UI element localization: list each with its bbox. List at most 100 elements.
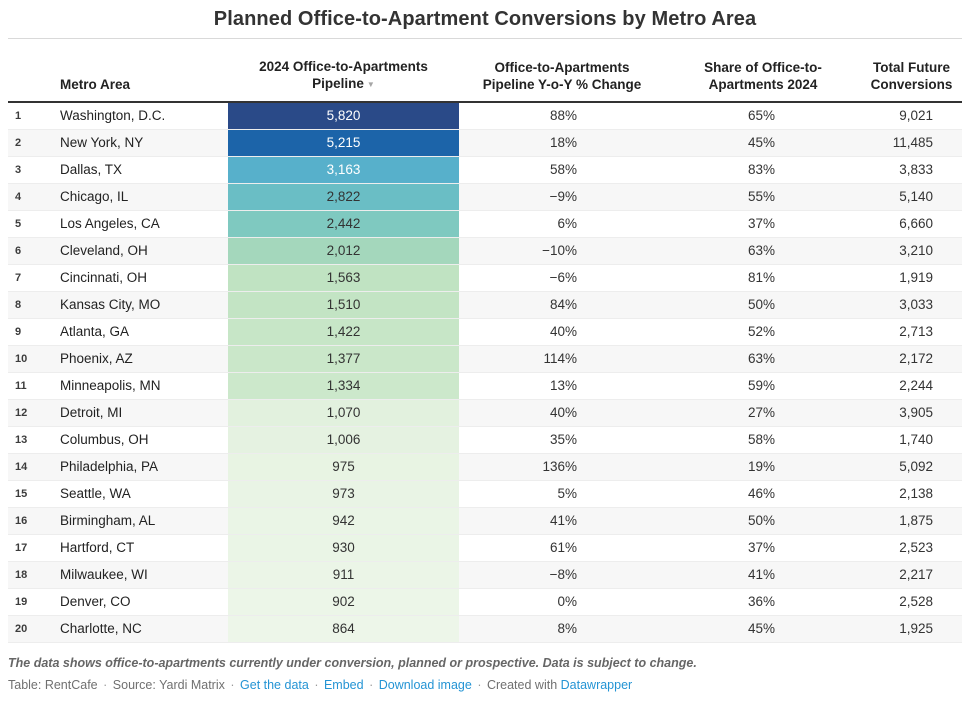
metro-area-cell: Philadelphia, PA <box>55 453 228 481</box>
share-cell: 58% <box>665 426 861 454</box>
rank-cell: 20 <box>8 615 55 643</box>
table-row: 17 Hartford, CT 930 61% 37% 2,523 <box>8 534 962 562</box>
pipeline-value-cell: 1,006 <box>228 426 459 454</box>
table-row: 20 Charlotte, NC 864 8% 45% 1,925 <box>8 615 962 643</box>
total-conversions-cell: 5,092 <box>861 453 962 481</box>
rank-cell: 19 <box>8 588 55 616</box>
metro-area-cell: Chicago, IL <box>55 183 228 211</box>
yoy-change-cell: 61% <box>459 534 665 562</box>
table-row: 14 Philadelphia, PA 975 136% 19% 5,092 <box>8 453 962 481</box>
chart-title: Planned Office-to-Apartment Conversions … <box>213 8 757 30</box>
header-share-2024[interactable]: Share of Office-to- Apartments 2024 <box>665 38 861 103</box>
yoy-change-cell: −8% <box>459 561 665 589</box>
pipeline-value-cell: 902 <box>228 588 459 616</box>
metro-area-cell: Denver, CO <box>55 588 228 616</box>
separator-dot: · <box>230 677 235 692</box>
separator-dot: · <box>477 677 482 692</box>
header-pipeline-2024[interactable]: 2024 Office-to-Apartments Pipeline ▼ <box>228 38 459 103</box>
datawrapper-link[interactable]: Datawrapper <box>560 677 633 692</box>
table-row: 16 Birmingham, AL 942 41% 50% 1,875 <box>8 507 962 535</box>
pipeline-value-cell: 1,334 <box>228 372 459 400</box>
separator-dot: · <box>103 677 108 692</box>
header-metro-area[interactable]: Metro Area <box>55 38 228 103</box>
yoy-change-cell: 0% <box>459 588 665 616</box>
share-cell: 59% <box>665 372 861 400</box>
get-the-data-link[interactable]: Get the data <box>240 677 309 692</box>
total-conversions-cell: 2,528 <box>861 588 962 616</box>
table-body: 1 Washington, D.C. 5,820 88% 65% 9,021 2 New Yo… <box>8 101 962 643</box>
pipeline-value-cell: 2,442 <box>228 210 459 238</box>
rank-cell: 17 <box>8 534 55 562</box>
metro-area-cell: Detroit, MI <box>55 399 228 427</box>
pipeline-value-cell: 1,377 <box>228 345 459 373</box>
table-row: 19 Denver, CO 902 0% 36% 2,528 <box>8 588 962 616</box>
yoy-change-cell: 18% <box>459 129 665 157</box>
metro-area-cell: Columbus, OH <box>55 426 228 454</box>
rank-cell: 1 <box>8 101 55 130</box>
header-total-future[interactable]: Total Future Conversions <box>861 38 962 103</box>
share-cell: 37% <box>665 210 861 238</box>
separator-dot: · <box>314 677 319 692</box>
table-row: 2 New York, NY 5,215 18% 45% 11,485 <box>8 129 962 157</box>
header-total-line2: Conversions <box>870 76 953 92</box>
share-cell: 50% <box>665 507 861 535</box>
share-cell: 37% <box>665 534 861 562</box>
table-row: 12 Detroit, MI 1,070 40% 27% 3,905 <box>8 399 962 427</box>
header-yoy-change[interactable]: Office-to-Apartments Pipeline Y-o-Y % Ch… <box>459 38 665 103</box>
total-conversions-cell: 2,217 <box>861 561 962 589</box>
rank-cell: 4 <box>8 183 55 211</box>
pipeline-value-cell: 1,510 <box>228 291 459 319</box>
table-row: 11 Minneapolis, MN 1,334 13% 59% 2,244 <box>8 372 962 400</box>
metro-area-cell: Hartford, CT <box>55 534 228 562</box>
total-conversions-cell: 11,485 <box>861 129 962 157</box>
total-conversions-cell: 3,033 <box>861 291 962 319</box>
table-row: 1 Washington, D.C. 5,820 88% 65% 9,021 <box>8 101 962 130</box>
separator-dot: · <box>369 677 374 692</box>
sort-descending-icon: ▼ <box>366 79 375 89</box>
created-with-label: Created with <box>486 677 558 692</box>
metro-area-cell: Phoenix, AZ <box>55 345 228 373</box>
rank-cell: 10 <box>8 345 55 373</box>
header-metro-area-label: Metro Area <box>60 76 131 92</box>
yoy-change-cell: 5% <box>459 480 665 508</box>
pipeline-value-cell: 942 <box>228 507 459 535</box>
pipeline-value-cell: 911 <box>228 561 459 589</box>
yoy-change-cell: 58% <box>459 156 665 184</box>
table-credit: Table: RentCafe <box>8 677 98 692</box>
table-row: 18 Milwaukee, WI 911 −8% 41% 2,217 <box>8 561 962 589</box>
header-yoy-line1: Office-to-Apartments <box>494 59 630 75</box>
rank-cell: 13 <box>8 426 55 454</box>
embed-link[interactable]: Embed <box>323 677 364 692</box>
pipeline-value-cell: 975 <box>228 453 459 481</box>
yoy-change-cell: −6% <box>459 264 665 292</box>
total-conversions-cell: 2,523 <box>861 534 962 562</box>
yoy-change-cell: 88% <box>459 101 665 130</box>
pipeline-value-cell: 973 <box>228 480 459 508</box>
rank-cell: 9 <box>8 318 55 346</box>
yoy-change-cell: 6% <box>459 210 665 238</box>
metro-area-cell: Atlanta, GA <box>55 318 228 346</box>
download-image-link[interactable]: Download image <box>378 677 472 692</box>
rank-cell: 12 <box>8 399 55 427</box>
share-cell: 19% <box>665 453 861 481</box>
total-conversions-cell: 5,140 <box>861 183 962 211</box>
share-cell: 27% <box>665 399 861 427</box>
metro-area-cell: Los Angeles, CA <box>55 210 228 238</box>
yoy-change-cell: 40% <box>459 399 665 427</box>
yoy-change-cell: 13% <box>459 372 665 400</box>
share-cell: 52% <box>665 318 861 346</box>
metro-area-cell: Washington, D.C. <box>55 101 228 130</box>
total-conversions-cell: 6,660 <box>861 210 962 238</box>
share-cell: 63% <box>665 345 861 373</box>
total-conversions-cell: 1,740 <box>861 426 962 454</box>
metro-area-cell: Seattle, WA <box>55 480 228 508</box>
table-row: 15 Seattle, WA 973 5% 46% 2,138 <box>8 480 962 508</box>
table-row: 7 Cincinnati, OH 1,563 −6% 81% 1,919 <box>8 264 962 292</box>
rank-cell: 18 <box>8 561 55 589</box>
rank-cell: 14 <box>8 453 55 481</box>
rank-cell: 2 <box>8 129 55 157</box>
total-conversions-cell: 2,172 <box>861 345 962 373</box>
rank-cell: 16 <box>8 507 55 535</box>
share-cell: 45% <box>665 615 861 643</box>
table-row: 13 Columbus, OH 1,006 35% 58% 1,740 <box>8 426 962 454</box>
